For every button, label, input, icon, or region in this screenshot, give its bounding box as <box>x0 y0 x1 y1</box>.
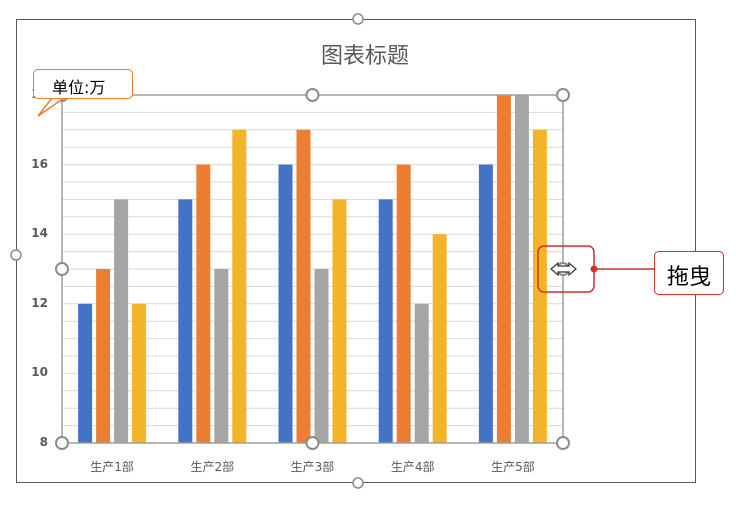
bar[interactable] <box>496 95 511 443</box>
bar[interactable] <box>532 129 547 444</box>
bar[interactable] <box>78 303 93 443</box>
resize-handle[interactable] <box>305 88 320 102</box>
bar[interactable] <box>514 95 529 443</box>
bar[interactable] <box>178 199 193 443</box>
bar[interactable] <box>296 129 311 444</box>
x-tick-label: 生产4部 <box>390 460 435 474</box>
bar[interactable] <box>214 269 229 443</box>
horizontal-resize-arrows-icon <box>550 261 577 277</box>
x-tick-label: 生产3部 <box>290 460 335 474</box>
x-tick-label: 生产5部 <box>491 460 535 474</box>
y-tick-label: 10 <box>31 365 48 380</box>
y-tick-label: 12 <box>31 295 48 310</box>
bar[interactable] <box>114 199 129 443</box>
unit-callout-label: 单位:万 <box>52 78 106 97</box>
unit-callout-box[interactable] <box>33 69 133 99</box>
resize-handle[interactable] <box>556 436 570 450</box>
x-tick-label: 生产1部 <box>90 460 134 474</box>
bar[interactable] <box>478 164 493 443</box>
drag-label-box <box>654 251 724 295</box>
resize-handle[interactable] <box>55 436 69 450</box>
chart-title[interactable]: 图表标题 <box>320 44 409 69</box>
bar[interactable] <box>232 129 247 444</box>
bar[interactable] <box>96 269 111 443</box>
drag-label: 拖曳 <box>666 265 711 290</box>
callout-connector-dot <box>590 265 598 273</box>
y-tick-label: 8 <box>39 435 48 449</box>
bar[interactable] <box>314 269 329 443</box>
bar[interactable] <box>414 303 429 443</box>
y-tick-label: 14 <box>31 226 48 241</box>
bar[interactable] <box>132 303 147 443</box>
x-tick-label: 生产2部 <box>190 460 235 474</box>
bar[interactable] <box>378 199 393 443</box>
chart-frame-handle[interactable] <box>352 13 364 25</box>
chart-frame-handle[interactable] <box>352 477 364 489</box>
callout-tail <box>37 97 65 117</box>
resize-handle[interactable] <box>305 436 320 450</box>
bar[interactable] <box>332 199 347 443</box>
bar[interactable] <box>432 234 447 443</box>
bar[interactable] <box>278 164 293 443</box>
resize-handle[interactable] <box>55 262 69 276</box>
chart-frame-handle[interactable] <box>10 249 22 261</box>
resize-handle[interactable] <box>556 88 570 102</box>
bar[interactable] <box>196 164 211 443</box>
y-tick-label: 16 <box>31 156 48 171</box>
bar[interactable] <box>396 164 411 443</box>
